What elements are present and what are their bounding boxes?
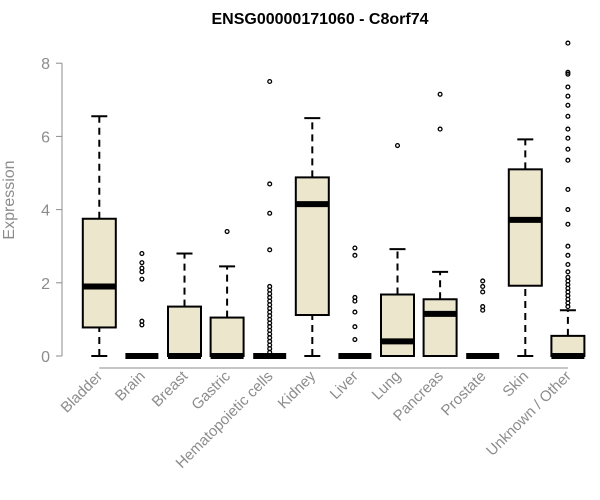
outlier-point [565, 269, 571, 275]
x-tick-label: Skin [499, 368, 532, 401]
outlier-point [352, 245, 358, 251]
box-body [507, 168, 543, 287]
box-gastric [209, 229, 245, 359]
x-tick-label: Breast [149, 367, 192, 410]
x-tick-label: Brain [112, 368, 149, 405]
outlier-point [352, 336, 358, 343]
y-tick-label: 8 [41, 56, 50, 73]
y-tick-label: 0 [41, 349, 50, 366]
box-body [294, 176, 330, 317]
outlier-point [139, 265, 145, 271]
chart-title: ENSG00000171060 - C8orf74 [211, 11, 428, 28]
outlier-point [267, 247, 273, 253]
outlier-point [565, 40, 571, 46]
outlier-point [565, 157, 571, 163]
outlier-point [267, 181, 273, 187]
outlier-point [139, 250, 145, 257]
box-body [380, 293, 415, 357]
box-body [422, 298, 458, 357]
box-lung [380, 143, 415, 357]
x-tick-label: Bladder [58, 368, 107, 417]
outlier-point [437, 91, 443, 97]
outlier-point [352, 252, 358, 258]
box-brain [125, 250, 159, 359]
outlier-point [565, 84, 571, 90]
box-pancreas [422, 91, 458, 357]
box-breast [167, 252, 202, 359]
outlier-point [139, 318, 145, 324]
box-unknown-other [550, 40, 586, 359]
outlier-point [565, 71, 571, 77]
box-body [81, 217, 117, 329]
box-body [550, 334, 586, 357]
outlier-point [565, 274, 571, 280]
y-tick-label: 6 [41, 129, 50, 146]
outlier-point [394, 143, 401, 149]
outlier-point [139, 260, 145, 266]
outlier-point [352, 324, 358, 330]
box-liver [338, 245, 372, 359]
outlier-point [565, 252, 571, 258]
outlier-point [267, 283, 273, 290]
box-kidney [294, 117, 330, 357]
plot-area [81, 40, 586, 359]
outlier-point [565, 113, 571, 119]
x-tick-label: Prostate [438, 368, 490, 420]
outlier-point [565, 102, 571, 108]
outlier-point [565, 186, 571, 193]
outlier-point [480, 289, 486, 295]
y-tick-label: 2 [41, 276, 50, 293]
y-axis-label: Expression [1, 160, 18, 239]
x-tick-label: Kidney [275, 367, 320, 412]
outlier-point [565, 146, 571, 152]
outlier-point [437, 126, 443, 132]
outlier-point [267, 210, 273, 216]
box-hematopoietic-cells [253, 78, 287, 359]
outlier-point [480, 304, 486, 310]
outlier-point [565, 243, 571, 249]
outlier-point [139, 276, 145, 282]
outlier-point [224, 229, 230, 235]
outlier-point [565, 261, 571, 268]
outlier-point [480, 278, 486, 284]
x-tick-label: Lung [369, 368, 405, 404]
outlier-point [565, 207, 571, 213]
outlier-point [565, 69, 571, 75]
outlier-point [480, 283, 486, 290]
x-tick-label: Liver [327, 368, 362, 403]
outlier-point [565, 221, 571, 227]
outlier-point [565, 126, 571, 132]
box-prostate [466, 278, 500, 359]
y-axis: 0 2 4 6 8 [41, 56, 63, 366]
outlier-point [352, 294, 358, 300]
outlier-point [565, 135, 571, 141]
outlier-point [267, 78, 273, 85]
box-skin [507, 138, 543, 357]
y-tick-label: 4 [41, 203, 50, 220]
outlier-point [565, 93, 571, 99]
box-body [167, 305, 202, 357]
outlier-point [352, 309, 358, 315]
box-bladder [81, 115, 117, 357]
box-body [209, 316, 245, 358]
